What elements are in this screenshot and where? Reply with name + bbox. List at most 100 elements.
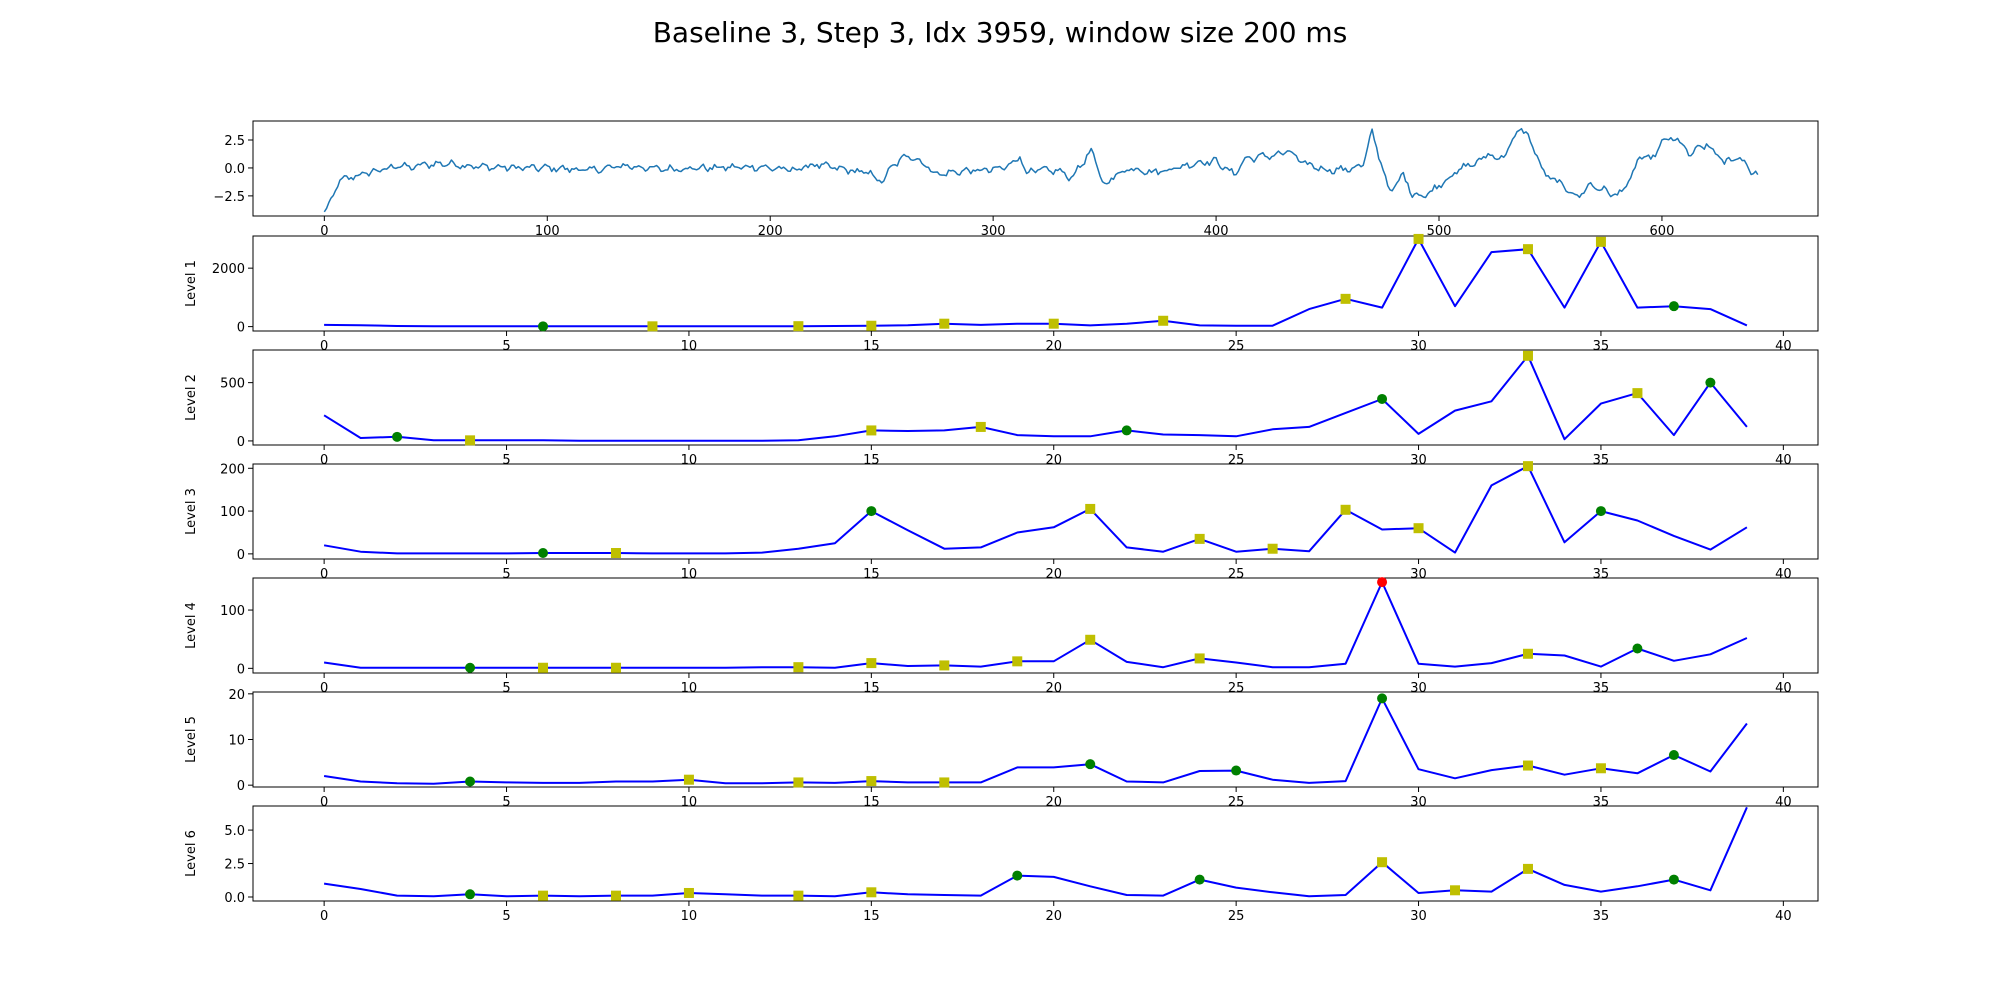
series-line (323, 806, 1748, 898)
marker-yellow-square (939, 318, 950, 329)
marker-yellow-square (793, 662, 804, 673)
y-tick-label: 0 (237, 548, 245, 563)
marker-green-dot (538, 321, 549, 332)
marker-yellow-square (1632, 388, 1643, 399)
marker-yellow-square (1158, 315, 1169, 326)
marker-yellow-square (793, 890, 804, 901)
x-tick-label: 100 (535, 224, 560, 239)
y-tick-label: 0.0 (224, 162, 245, 177)
x-tick-label: 25 (1228, 681, 1245, 696)
x-tick-label: 400 (1204, 224, 1229, 239)
marker-green-dot (1085, 759, 1096, 770)
marker-yellow-square (647, 321, 658, 332)
y-axis-label: Level 3 (184, 488, 199, 535)
x-tick-label: 40 (1775, 681, 1792, 696)
x-tick-label: 40 (1775, 567, 1792, 582)
series-line (323, 697, 1748, 785)
x-tick-label: 30 (1410, 339, 1427, 354)
subplot-6: 0 5 10 15 20 25 30 35 40 0.0 2.5 5.0 Level 6 (184, 805, 1819, 924)
y-tick-label: 2.5 (224, 858, 245, 873)
x-tick-label: 25 (1228, 909, 1245, 924)
x-tick-label: 500 (1427, 224, 1452, 239)
marker-yellow-square (1595, 236, 1606, 247)
x-tick-label: 40 (1775, 453, 1792, 468)
y-tick-label: 2.5 (224, 134, 245, 149)
x-tick-label: 15 (863, 909, 880, 924)
y-tick-label: −2.5 (213, 190, 245, 205)
y-axis-label: Level 2 (184, 374, 199, 421)
marker-yellow-square (975, 421, 986, 432)
y-axis-label: Level 6 (184, 830, 199, 877)
y-axis-label: Level 4 (184, 602, 199, 649)
marker-yellow-square (610, 890, 621, 901)
marker-yellow-square (538, 890, 549, 901)
x-tick-label: 40 (1775, 909, 1792, 924)
x-tick-label: 25 (1228, 339, 1245, 354)
x-tick-label: 35 (1593, 339, 1610, 354)
x-tick-label: 35 (1593, 909, 1610, 924)
x-tick-label: 15 (863, 567, 880, 582)
x-tick-label: 30 (1410, 909, 1427, 924)
marker-yellow-square (1522, 461, 1533, 472)
marker-green-dot (1121, 425, 1132, 436)
x-tick-label: 0 (320, 795, 328, 810)
marker-green-dot (1632, 643, 1643, 654)
axes-frame (252, 805, 1819, 902)
subplot-4: 0 5 10 15 20 25 30 35 40 0 100 Level 4 (184, 577, 1819, 696)
marker-yellow-square (1595, 763, 1606, 774)
marker-green-dot (1595, 506, 1606, 517)
x-tick-label: 30 (1410, 453, 1427, 468)
marker-yellow-square (538, 662, 549, 673)
marker-yellow-square (683, 774, 694, 785)
x-tick-label: 30 (1410, 567, 1427, 582)
x-tick-label: 20 (1045, 567, 1062, 582)
marker-yellow-square (793, 321, 804, 332)
marker-green-dot (465, 889, 476, 900)
y-axis-label: Level 5 (184, 716, 199, 763)
x-tick-label: 5 (502, 795, 510, 810)
marker-yellow-square (939, 660, 950, 671)
y-tick-label: 0 (237, 321, 245, 336)
marker-yellow-square (1413, 523, 1424, 534)
y-tick-label: 200 (220, 462, 245, 477)
x-tick-label: 10 (681, 567, 698, 582)
marker-yellow-square (1194, 533, 1205, 544)
marker-red-dot (1377, 577, 1388, 588)
x-tick-label: 40 (1775, 795, 1792, 810)
marker-yellow-square (1522, 760, 1533, 771)
marker-yellow-square (465, 435, 476, 446)
x-tick-label: 15 (863, 795, 880, 810)
x-tick-label: 15 (863, 453, 880, 468)
marker-green-dot (1668, 301, 1679, 312)
marker-yellow-square (793, 777, 804, 788)
x-tick-label: 10 (681, 681, 698, 696)
x-tick-label: 20 (1045, 339, 1062, 354)
x-tick-label: 0 (320, 909, 328, 924)
marker-yellow-square (1522, 648, 1533, 659)
marker-yellow-square (1377, 857, 1388, 868)
marker-yellow-square (1522, 244, 1533, 255)
marker-green-dot (538, 548, 549, 559)
y-tick-label: 100 (220, 604, 245, 619)
x-tick-label: 5 (502, 567, 510, 582)
marker-yellow-square (610, 662, 621, 673)
marker-yellow-square (866, 776, 877, 787)
x-tick-label: 15 (863, 339, 880, 354)
marker-green-dot (465, 776, 476, 787)
marker-green-dot (1231, 765, 1242, 776)
y-tick-label: 5.0 (224, 824, 245, 839)
series-line (323, 465, 1748, 555)
x-tick-label: 35 (1593, 567, 1610, 582)
marker-yellow-square (1267, 543, 1278, 554)
marker-yellow-square (1450, 885, 1461, 896)
x-tick-label: 20 (1045, 681, 1062, 696)
marker-green-dot (1377, 693, 1388, 704)
series-line (323, 354, 1748, 442)
marker-green-dot (465, 662, 476, 673)
marker-yellow-square (1048, 318, 1059, 329)
x-tick-label: 20 (1045, 453, 1062, 468)
x-tick-label: 40 (1775, 339, 1792, 354)
marker-yellow-square (683, 887, 694, 898)
marker-green-dot (1012, 870, 1023, 881)
